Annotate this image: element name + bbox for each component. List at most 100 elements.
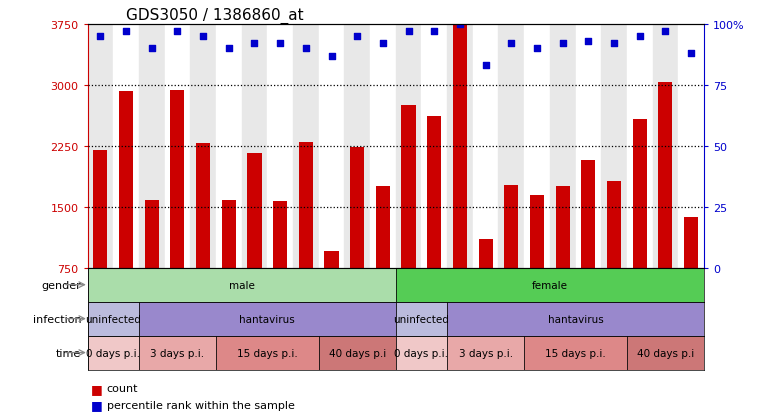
Point [326, 53, 338, 60]
Text: uninfected: uninfected [85, 314, 141, 324]
Bar [247, 154, 262, 268]
Bar [453, 26, 467, 268]
Point [454, 21, 466, 28]
Bar [242, 25, 267, 268]
Bar [581, 160, 595, 268]
Bar [396, 302, 447, 336]
Bar [216, 336, 319, 370]
Bar [119, 92, 133, 268]
Bar [684, 218, 698, 268]
Point [223, 46, 235, 52]
Bar [170, 90, 184, 268]
Point [685, 51, 697, 57]
Bar [139, 336, 216, 370]
Point [403, 29, 415, 36]
Bar [479, 240, 492, 268]
Text: hantavirus: hantavirus [240, 314, 295, 324]
Text: uninfected: uninfected [393, 314, 449, 324]
Bar [344, 25, 370, 268]
Bar [524, 336, 627, 370]
Bar [319, 25, 345, 268]
Bar [653, 25, 678, 268]
Text: male: male [228, 280, 255, 290]
Point [300, 46, 312, 52]
Bar [678, 25, 704, 268]
Bar [139, 25, 164, 268]
Point [531, 46, 543, 52]
Bar [396, 336, 447, 370]
Bar [632, 120, 647, 268]
Text: 0 days p.i.: 0 days p.i. [394, 348, 448, 358]
Bar [319, 336, 396, 370]
Text: time: time [56, 348, 81, 358]
Bar [350, 148, 365, 268]
Point [659, 29, 671, 36]
Text: 3 days p.i.: 3 days p.i. [459, 348, 513, 358]
Bar [556, 186, 570, 268]
Bar [376, 187, 390, 268]
Point [120, 29, 132, 36]
Bar [575, 25, 601, 268]
Bar [299, 142, 313, 268]
Bar [601, 25, 627, 268]
Bar [324, 251, 339, 268]
Bar [190, 25, 216, 268]
Text: percentile rank within the sample: percentile rank within the sample [107, 400, 295, 410]
Point [351, 33, 363, 40]
Text: count: count [107, 383, 138, 393]
Bar [658, 83, 673, 268]
Bar [88, 336, 139, 370]
Bar [505, 185, 518, 268]
Bar [422, 25, 447, 268]
Point [505, 41, 517, 47]
Point [634, 33, 646, 40]
Bar [473, 25, 498, 268]
Bar [370, 25, 396, 268]
Text: 0 days p.i.: 0 days p.i. [86, 348, 140, 358]
Bar [139, 302, 396, 336]
Bar [427, 116, 441, 268]
Bar [221, 201, 236, 268]
Point [479, 63, 492, 69]
Text: gender: gender [42, 280, 81, 290]
Text: 15 days p.i.: 15 days p.i. [545, 348, 606, 358]
Bar [145, 201, 159, 268]
Bar [627, 336, 704, 370]
Text: 40 days p.i: 40 days p.i [637, 348, 694, 358]
Point [556, 41, 568, 47]
Bar [402, 106, 416, 268]
Point [377, 41, 389, 47]
Point [428, 29, 441, 36]
Bar [549, 25, 575, 268]
Bar [607, 181, 621, 268]
Point [197, 33, 209, 40]
Text: female: female [532, 280, 568, 290]
Bar [530, 196, 544, 268]
Bar [627, 25, 653, 268]
Point [145, 46, 158, 52]
Bar [524, 25, 550, 268]
Point [171, 29, 183, 36]
Bar [293, 25, 319, 268]
Text: hantavirus: hantavirus [548, 314, 603, 324]
Bar [447, 25, 473, 268]
Text: 40 days p.i: 40 days p.i [329, 348, 386, 358]
Bar [498, 25, 524, 268]
Text: ■: ■ [91, 398, 103, 411]
Text: GDS3050 / 1386860_at: GDS3050 / 1386860_at [126, 7, 303, 24]
Bar [88, 268, 396, 302]
Bar [94, 150, 107, 268]
Bar [113, 25, 139, 268]
Point [248, 41, 260, 47]
Text: ■: ■ [91, 382, 103, 395]
Point [582, 38, 594, 45]
Point [608, 41, 620, 47]
Bar [88, 25, 113, 268]
Text: 3 days p.i.: 3 days p.i. [151, 348, 205, 358]
Bar [88, 302, 139, 336]
Text: infection: infection [33, 314, 81, 324]
Text: 15 days p.i.: 15 days p.i. [237, 348, 298, 358]
Bar [396, 25, 422, 268]
Point [94, 33, 107, 40]
Bar [396, 268, 704, 302]
